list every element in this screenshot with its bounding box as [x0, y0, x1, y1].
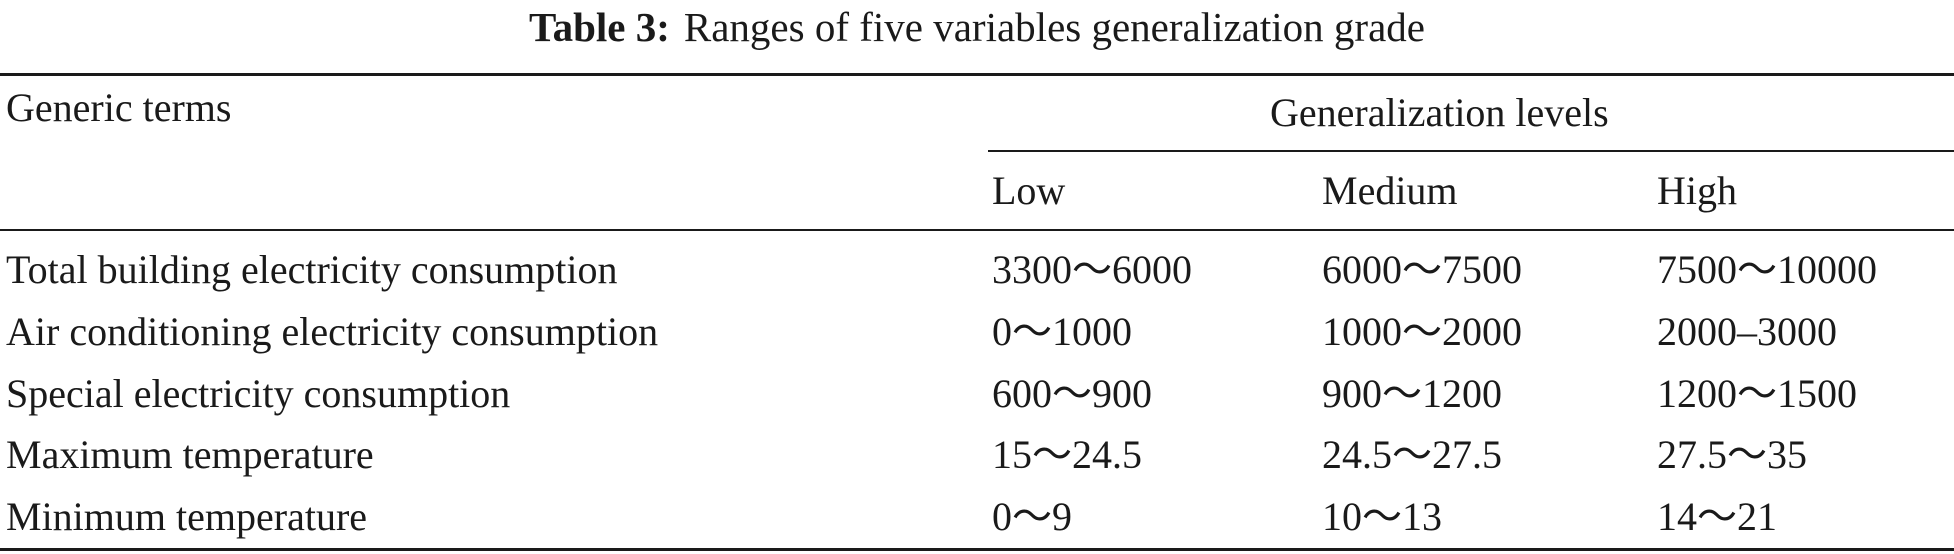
table-caption-label: Table 3: [529, 4, 670, 50]
row-low-value: 0～9 [992, 494, 1072, 539]
header-group-rule [988, 150, 1954, 152]
row-term: Minimum temperature [6, 494, 368, 539]
header-level-high: High [1657, 168, 1737, 213]
row-medium-value: 6000～7500 [1322, 247, 1522, 292]
row-medium-value: 24.5～27.5 [1322, 432, 1502, 477]
row-low-value: 0～1000 [992, 309, 1132, 354]
row-medium-value: 1000～2000 [1322, 309, 1522, 354]
row-term: Special electricity consumption [6, 371, 511, 416]
row-high-value: 7500～10000 [1657, 247, 1877, 292]
row-term: Total building electricity consumption [6, 247, 618, 292]
row-low-value: 15～24.5 [992, 432, 1142, 477]
header-level-medium: Medium [1322, 168, 1458, 213]
row-high-value: 27.5～35 [1657, 432, 1807, 477]
row-medium-value: 10～13 [1322, 494, 1442, 539]
table-bottom-rule [0, 548, 1954, 551]
row-high-value: 1200～1500 [1657, 371, 1857, 416]
row-term: Air conditioning electricity consumption [6, 309, 659, 354]
row-high-value: 2000–3000 [1657, 309, 1837, 354]
header-generic-terms: Generic terms [6, 85, 232, 130]
header-level-low: Low [992, 168, 1066, 213]
row-low-value: 3300～6000 [992, 247, 1192, 292]
table-caption-text: Ranges of five variables generalization … [683, 4, 1425, 50]
row-term: Maximum temperature [6, 432, 374, 477]
header-bottom-rule [0, 229, 1954, 231]
header-generalization-levels: Generalization levels [1270, 90, 1609, 135]
table-top-rule [0, 73, 1954, 76]
row-low-value: 600～900 [992, 371, 1152, 416]
table-caption: Table 3: Ranges of five variables general… [0, 0, 1954, 54]
row-high-value: 14～21 [1657, 494, 1777, 539]
row-medium-value: 900～1200 [1322, 371, 1502, 416]
